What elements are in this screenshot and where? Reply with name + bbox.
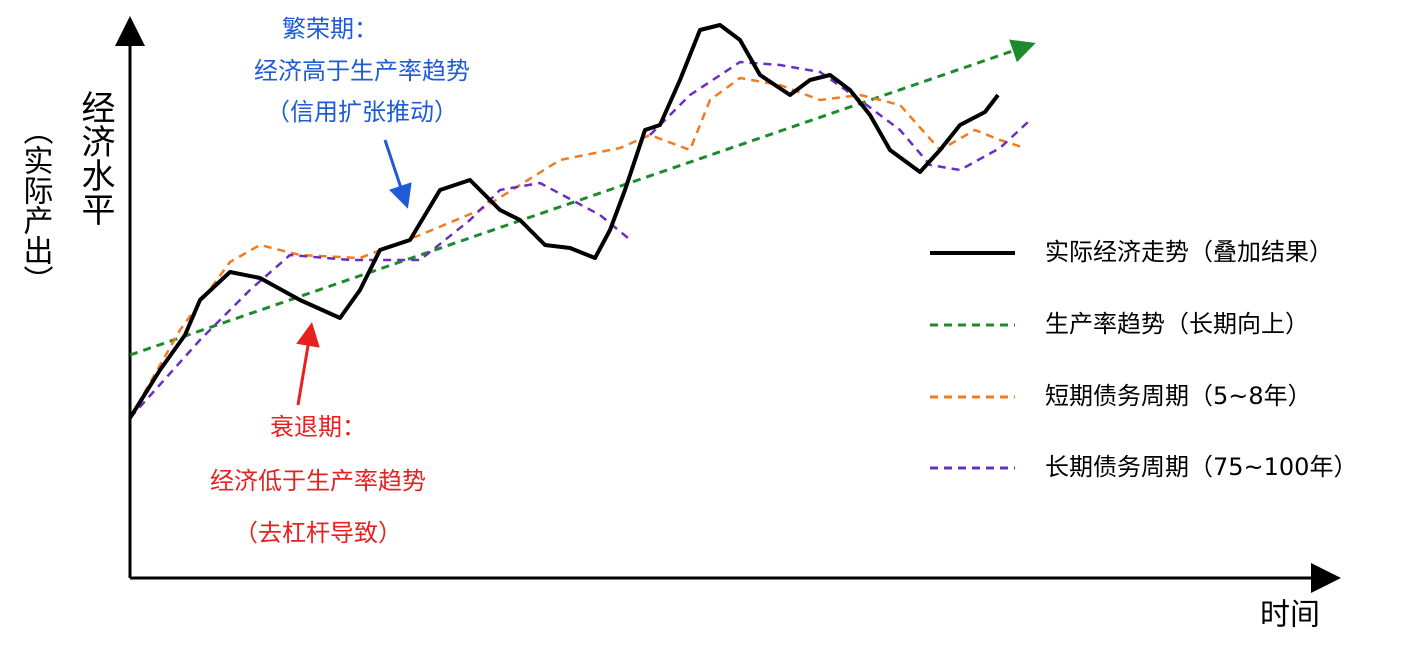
trend-line [129, 39, 1036, 357]
recession-arrow [296, 322, 320, 406]
boom-arrow [383, 139, 412, 209]
legend-label: 长期债务周期（75~100年） [1045, 453, 1357, 481]
boom-line1: 经济高于生产率趋势 [254, 57, 470, 85]
boom-title: 繁荣期： [282, 15, 378, 43]
boom-line2: （信用扩张推动） [266, 98, 458, 126]
long-cycle-line [649, 60, 1029, 172]
actual-economy-line [128, 23, 1000, 420]
recession-line2: （去杠杆导致） [234, 519, 402, 547]
recession-title: 衰退期： [270, 413, 366, 441]
boom-annotation: 繁荣期： 经济高于生产率趋势 （信用扩张推动） [254, 15, 470, 126]
x-axis-label: 时间 [1260, 598, 1320, 633]
legend: 实际经济走势（叠加结果） 生产率趋势（长期向上） 短期债务周期（5~8年） 长期… [930, 238, 1357, 481]
short-cycle-line [128, 76, 1026, 419]
y-axis-sublabel: （实际产出） [18, 115, 54, 295]
legend-label: 短期债务周期（5~8年） [1045, 382, 1312, 410]
legend-label: 生产率趋势（长期向上） [1045, 310, 1309, 338]
recession-annotation: 衰退期： 经济低于生产率趋势 （去杠杆导致） [210, 413, 426, 547]
y-axis-label: 经济水平 [75, 90, 115, 226]
recession-line1: 经济低于生产率趋势 [210, 467, 426, 495]
long-cycle-line [129, 181, 629, 419]
legend-label: 实际经济走势（叠加结果） [1045, 238, 1333, 266]
